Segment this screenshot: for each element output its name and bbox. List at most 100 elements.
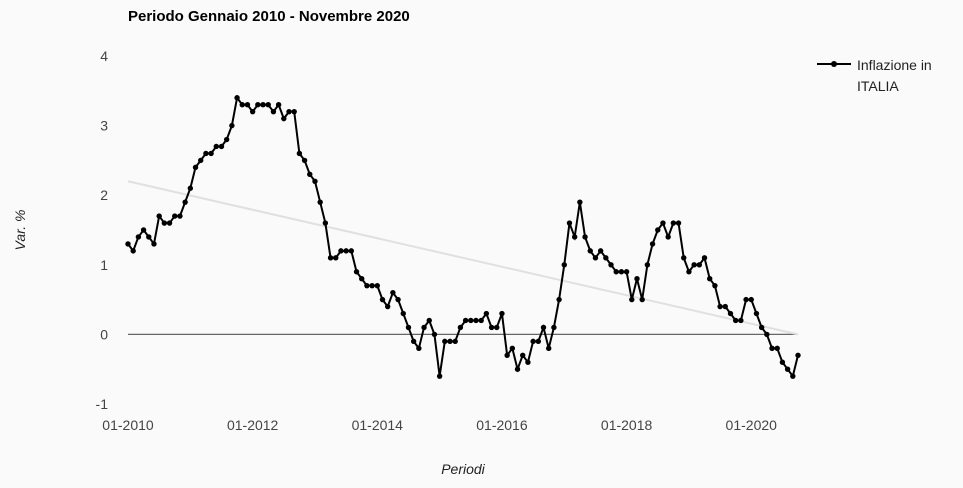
x-tick-label: 01-2010 bbox=[102, 417, 154, 433]
data-point bbox=[717, 303, 723, 310]
data-point bbox=[426, 317, 432, 324]
y-tick-label: -1 bbox=[96, 396, 109, 412]
data-point bbox=[286, 108, 292, 115]
data-point bbox=[608, 262, 614, 268]
data-point bbox=[561, 262, 567, 268]
data-point bbox=[488, 324, 495, 331]
data-point bbox=[753, 310, 760, 317]
data-point bbox=[701, 255, 708, 261]
data-point bbox=[400, 310, 406, 317]
data-point bbox=[436, 373, 443, 379]
data-point bbox=[421, 324, 427, 331]
data-point bbox=[405, 324, 412, 331]
data-point bbox=[192, 164, 199, 171]
data-point bbox=[520, 352, 526, 358]
data-point bbox=[343, 248, 349, 254]
data-point bbox=[223, 136, 230, 143]
data-point bbox=[514, 366, 521, 372]
x-tick-label: 01-2012 bbox=[227, 417, 279, 433]
data-point bbox=[364, 282, 370, 289]
data-point bbox=[177, 213, 183, 219]
data-point bbox=[301, 157, 308, 164]
data-point bbox=[384, 303, 391, 310]
data-point bbox=[769, 345, 775, 352]
data-point bbox=[369, 282, 375, 289]
data-point bbox=[270, 108, 277, 115]
data-point bbox=[249, 108, 256, 115]
data-point bbox=[696, 262, 703, 268]
data-point bbox=[758, 324, 765, 331]
data-point bbox=[546, 345, 552, 352]
y-tick-label: 2 bbox=[100, 187, 108, 203]
trend-line bbox=[127, 180, 799, 336]
data-point bbox=[234, 95, 240, 101]
chart-title: Periodo Gennaio 2010 - Novembre 2020 bbox=[128, 8, 410, 25]
data-point bbox=[592, 255, 599, 261]
data-point bbox=[540, 324, 547, 331]
data-point bbox=[509, 345, 516, 352]
data-point bbox=[732, 317, 739, 324]
data-point bbox=[748, 296, 754, 303]
data-point bbox=[623, 269, 630, 275]
data-point bbox=[790, 373, 796, 379]
data-point bbox=[125, 241, 131, 247]
data-point bbox=[525, 359, 531, 365]
legend-label: Inflazione in ITALIA bbox=[857, 57, 932, 94]
data-point bbox=[229, 122, 235, 129]
data-point bbox=[296, 150, 303, 157]
data-point bbox=[182, 199, 188, 205]
data-point bbox=[603, 255, 609, 261]
data-point bbox=[239, 102, 245, 108]
data-point bbox=[675, 220, 682, 226]
data-point bbox=[571, 234, 578, 240]
data-point bbox=[795, 352, 801, 358]
data-point bbox=[644, 262, 651, 268]
data-point bbox=[686, 269, 692, 275]
data-point bbox=[379, 296, 386, 303]
data-point bbox=[255, 102, 261, 108]
data-point bbox=[317, 199, 323, 205]
data-point bbox=[410, 338, 417, 345]
data-point bbox=[618, 269, 625, 275]
data-point bbox=[374, 282, 380, 289]
data-point bbox=[639, 296, 645, 303]
x-tick-label: 01-2020 bbox=[726, 417, 778, 433]
x-axis-title: Periodi bbox=[441, 461, 485, 477]
data-point bbox=[483, 310, 490, 317]
data-point bbox=[707, 276, 713, 282]
y-tick-label: 1 bbox=[100, 257, 108, 273]
data-point bbox=[390, 289, 396, 296]
y-tick-label: 0 bbox=[100, 326, 108, 342]
data-point bbox=[265, 102, 271, 108]
data-point bbox=[442, 338, 448, 345]
data-point bbox=[260, 102, 266, 108]
data-point bbox=[530, 338, 536, 345]
data-point bbox=[655, 227, 661, 233]
data-point bbox=[275, 102, 282, 108]
data-point bbox=[218, 143, 225, 150]
data-point bbox=[670, 220, 677, 226]
data-point bbox=[198, 157, 204, 164]
data-point bbox=[462, 317, 469, 324]
data-point bbox=[473, 317, 479, 324]
series-line bbox=[127, 95, 799, 379]
data-point bbox=[166, 220, 173, 226]
data-point bbox=[468, 317, 474, 324]
data-point bbox=[691, 262, 697, 268]
data-point bbox=[722, 303, 728, 310]
data-point bbox=[333, 255, 339, 261]
x-tick-label: 01-2014 bbox=[352, 417, 404, 433]
data-point bbox=[395, 296, 401, 303]
data-point bbox=[353, 269, 360, 275]
legend-swatch bbox=[817, 61, 851, 67]
data-point bbox=[161, 220, 168, 226]
data-point bbox=[774, 345, 780, 352]
data-point bbox=[208, 150, 214, 157]
data-point bbox=[738, 317, 744, 324]
data-point bbox=[416, 345, 422, 352]
data-point bbox=[452, 338, 458, 345]
data-point bbox=[478, 317, 484, 324]
data-point bbox=[307, 171, 313, 178]
data-point bbox=[634, 276, 640, 282]
